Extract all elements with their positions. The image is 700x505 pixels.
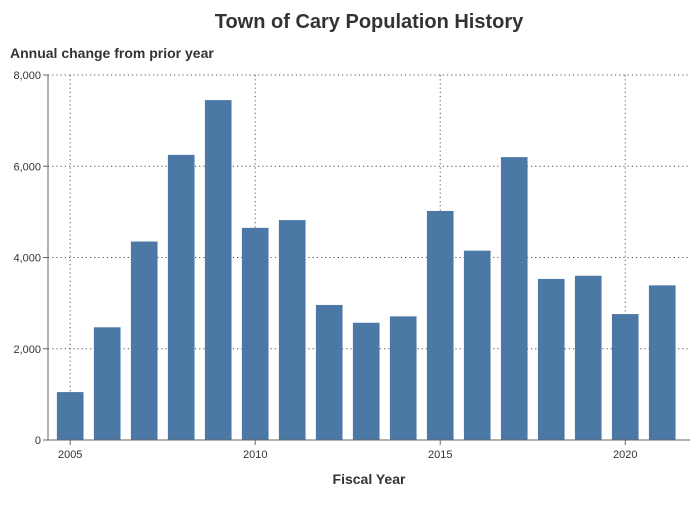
x-tick-label: 2020 [613, 449, 637, 461]
y-tick-label: 8,000 [13, 70, 41, 82]
y-tick-label: 4,000 [13, 253, 41, 265]
chart-subtitle: Annual change from prior year [10, 45, 214, 61]
bar-2009 [204, 100, 232, 440]
bar-2019 [574, 275, 602, 440]
axis-layer: 0 2,000 4,000 6,000 8,000 2005 2010 2015 2020 [13, 70, 690, 461]
y-tick-label: 2,000 [13, 344, 41, 356]
bar-2014 [389, 316, 417, 440]
x-tick-label: 2010 [243, 449, 267, 461]
bar-2017 [500, 157, 528, 440]
bar-2008 [167, 154, 195, 440]
chart-title: Town of Cary Population History [215, 11, 524, 33]
bar-2011 [278, 220, 306, 440]
bar-2021 [648, 285, 676, 440]
bar-2015 [426, 210, 454, 440]
bar-2007 [130, 241, 158, 440]
x-tick-label: 2015 [428, 449, 452, 461]
bar-2006 [93, 327, 121, 440]
bar-2013 [352, 322, 380, 440]
bar-2020 [611, 314, 639, 440]
bars-layer [56, 100, 676, 440]
bar-2012 [315, 304, 343, 440]
bar-2010 [241, 227, 269, 440]
bar-2016 [463, 250, 491, 440]
x-axis-label: Fiscal Year [333, 471, 406, 487]
y-tick-label: 0 [35, 435, 41, 447]
bar-2018 [537, 278, 565, 440]
x-tick-label: 2005 [58, 449, 82, 461]
y-tick-label: 6,000 [13, 161, 41, 173]
bar-2005 [56, 392, 84, 440]
